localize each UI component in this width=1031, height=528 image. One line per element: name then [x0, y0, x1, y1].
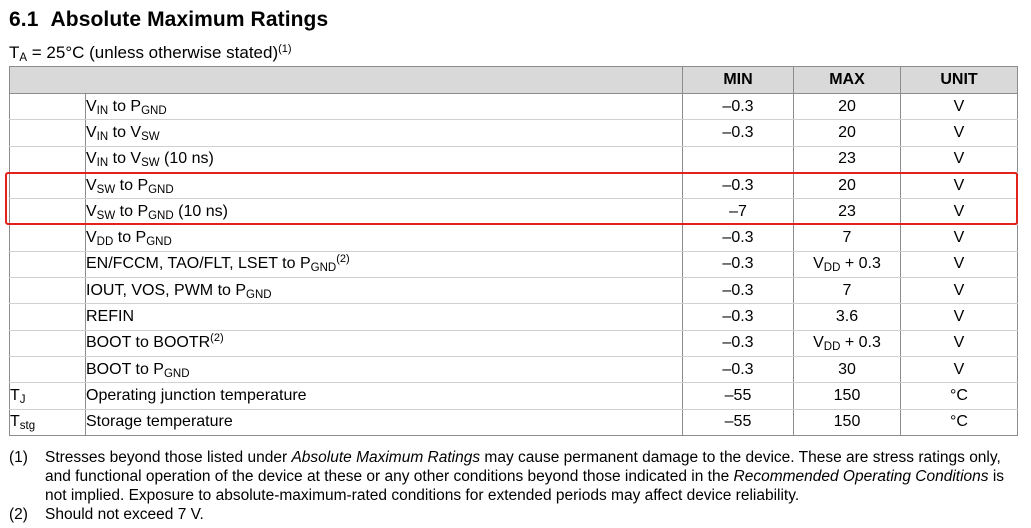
unit-cell: V [900, 92, 1018, 121]
table-row: REFIN –0.3 3.6 V [9, 303, 1018, 331]
symbol-cell [9, 277, 86, 305]
min-cell: –55 [682, 408, 794, 436]
unit-cell: V [900, 277, 1018, 305]
min-cell: –0.3 [682, 329, 794, 357]
table-row: BOOT to PGND –0.3 30 V [9, 355, 1018, 384]
symbol-cell [9, 119, 86, 147]
unit-cell: V [900, 329, 1018, 357]
min-cell: –0.3 [682, 119, 794, 147]
condition-note-ref: (1) [278, 43, 292, 55]
highlight-box [5, 172, 1018, 225]
unit-cell: V [900, 250, 1018, 279]
parameter-cell: EN/FCCM, TAO/FLT, LSET to PGND(2) [85, 250, 683, 279]
table-row: EN/FCCM, TAO/FLT, LSET to PGND(2) –0.3 VDD… [9, 250, 1018, 279]
unit-cell: V [900, 224, 1018, 252]
parameter-cell: IOUT, VOS, PWM to PGND [85, 277, 683, 305]
table-row: TJ Operating junction temperature –55 150 °C [9, 382, 1018, 410]
test-condition: TA = 25°C (unless otherwise stated)(1) [9, 43, 292, 64]
max-cell: 7 [793, 277, 901, 305]
table-row: VSW to PGND (10 ns) –7 23 V [9, 198, 1018, 226]
unit-cell: °C [900, 382, 1018, 410]
parameter-cell: BOOT to PGND [85, 355, 683, 384]
parameter-cell: BOOT to BOOTR(2) [85, 329, 683, 357]
footnote-2: (2) Should not exceed 7 V. [9, 505, 1019, 524]
section-title: 6.1 Absolute Maximum Ratings [9, 8, 328, 32]
footnote-1: (1) Stresses beyond those listed under A… [9, 448, 1019, 505]
condition-symbol: T [9, 43, 20, 62]
symbol-cell [9, 145, 86, 173]
max-cell: VDD + 0.3 [793, 329, 901, 357]
min-cell: –0.3 [682, 92, 794, 121]
unit-cell: V [900, 119, 1018, 147]
parameter-cell: VIN to VSW (10 ns) [85, 145, 683, 173]
condition-symbol-sub: A [19, 52, 28, 64]
header-max: MAX [793, 66, 901, 94]
table-row: VDD to PGND –0.3 7 V [9, 224, 1018, 252]
parameter-cell: REFIN [85, 303, 683, 331]
table-row: BOOT to BOOTR(2) –0.3 VDD + 0.3 V [9, 329, 1018, 357]
footnote-mark: (2) [9, 506, 28, 523]
min-cell: –0.3 [682, 171, 794, 200]
symbol-cell: TJ [9, 382, 86, 410]
footnote-body: Stresses beyond those listed under Absol… [45, 449, 1005, 504]
max-cell: 20 [793, 92, 901, 121]
max-cell: 3.6 [793, 303, 901, 331]
symbol-cell [9, 250, 86, 279]
min-cell: –0.3 [682, 250, 794, 279]
footnote-body: Should not exceed 7 V. [45, 506, 204, 523]
max-cell: 7 [793, 224, 901, 252]
parameter-cell: VDD to PGND [85, 224, 683, 252]
unit-cell: V [900, 303, 1018, 331]
ratings-table: MIN MAX UNIT VIN to PGND –0.3 20 V VIN to VS… [9, 66, 1018, 436]
min-cell: –0.3 [682, 355, 794, 384]
footnote-mark: (1) [9, 449, 28, 466]
max-cell: 150 [793, 382, 901, 410]
max-cell: 30 [793, 355, 901, 384]
footnotes: (1) Stresses beyond those listed under A… [9, 448, 1019, 524]
symbol-cell [9, 355, 86, 384]
table-header-row: MIN MAX UNIT [9, 66, 1018, 94]
unit-cell: V [900, 171, 1018, 200]
parameter-cell: VIN to PGND [85, 92, 683, 121]
symbol-cell [9, 329, 86, 357]
max-cell: 20 [793, 119, 901, 147]
section-number: 6.1 [9, 8, 39, 31]
parameter-cell: Storage temperature [85, 408, 683, 436]
unit-cell: V [900, 355, 1018, 384]
parameter-cell: Operating junction temperature [85, 382, 683, 410]
symbol-cell [9, 303, 86, 331]
min-cell: –7 [682, 198, 794, 226]
min-cell: –55 [682, 382, 794, 410]
table-row: Tstg Storage temperature –55 150 °C [9, 408, 1018, 436]
symbol-cell [9, 224, 86, 252]
parameter-cell: VIN to VSW [85, 119, 683, 147]
table-row: VIN to PGND –0.3 20 V [9, 92, 1018, 121]
symbol-cell: Tstg [9, 408, 86, 436]
min-cell: –0.3 [682, 303, 794, 331]
min-cell [682, 145, 794, 173]
max-cell: VDD + 0.3 [793, 250, 901, 279]
table-row: VIN to VSW –0.3 20 V [9, 119, 1018, 147]
header-parameter [9, 66, 683, 94]
symbol-cell [9, 92, 86, 121]
min-cell: –0.3 [682, 277, 794, 305]
condition-text: = 25°C (unless otherwise stated) [27, 43, 279, 62]
min-cell: –0.3 [682, 224, 794, 252]
header-unit: UNIT [900, 66, 1018, 94]
max-cell: 23 [793, 145, 901, 173]
unit-cell: °C [900, 408, 1018, 436]
unit-cell: V [900, 145, 1018, 173]
section-heading: Absolute Maximum Ratings [50, 8, 329, 31]
table-row: VIN to VSW (10 ns) 23 V [9, 145, 1018, 173]
header-min: MIN [682, 66, 794, 94]
max-cell: 150 [793, 408, 901, 436]
parameter-cell: VSW to PGND (10 ns) [85, 198, 683, 226]
table-row: IOUT, VOS, PWM to PGND –0.3 7 V [9, 277, 1018, 305]
